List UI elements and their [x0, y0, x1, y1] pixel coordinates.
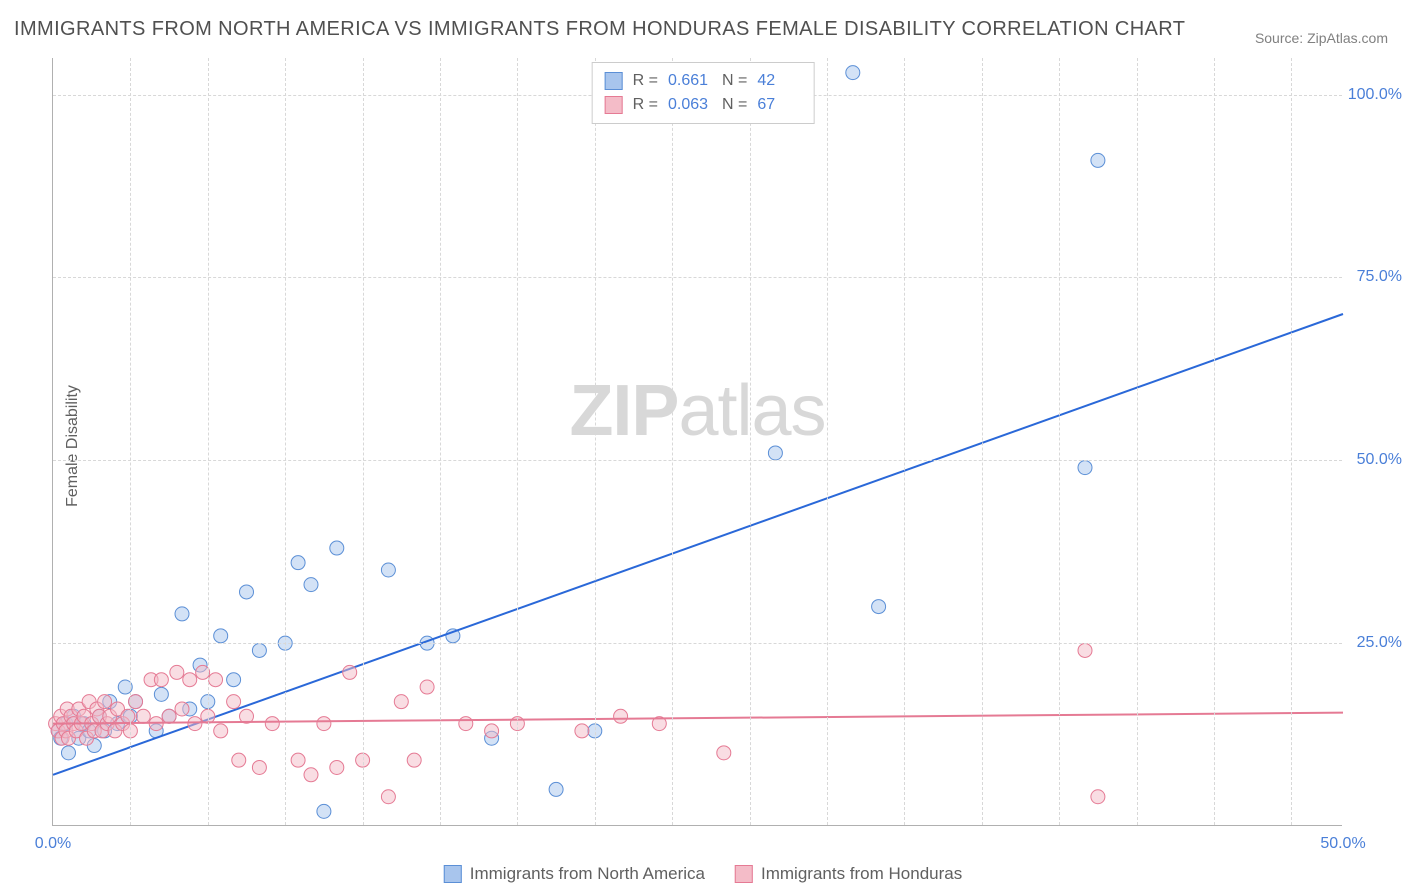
scatter-point	[170, 665, 184, 679]
regression-line	[53, 314, 1343, 775]
gridline-vertical	[827, 58, 828, 825]
scatter-point	[209, 673, 223, 687]
scatter-point	[343, 665, 357, 679]
scatter-point	[214, 629, 228, 643]
scatter-point	[183, 673, 197, 687]
scatter-point	[1078, 643, 1092, 657]
gridline-vertical	[130, 58, 131, 825]
plot-area: ZIPatlas 25.0%50.0%75.0%100.0%0.0%50.0%	[52, 58, 1342, 826]
scatter-point	[175, 702, 189, 716]
legend-swatch	[735, 865, 753, 883]
gridline-vertical	[595, 58, 596, 825]
scatter-point	[98, 695, 112, 709]
gridline-vertical	[982, 58, 983, 825]
gridline-horizontal	[53, 277, 1342, 278]
x-tick-label: 50.0%	[1320, 835, 1365, 853]
scatter-point	[214, 724, 228, 738]
scatter-point	[459, 717, 473, 731]
scatter-point	[317, 717, 331, 731]
scatter-point	[188, 717, 202, 731]
n-label: N =	[722, 96, 747, 114]
legend-swatch	[605, 96, 623, 114]
gridline-vertical	[1059, 58, 1060, 825]
chart-title: IMMIGRANTS FROM NORTH AMERICA VS IMMIGRA…	[14, 18, 1185, 41]
scatter-point	[252, 760, 266, 774]
r-label: R =	[633, 96, 658, 114]
scatter-point	[252, 643, 266, 657]
scatter-point	[304, 578, 318, 592]
scatter-point	[121, 709, 135, 723]
scatter-point	[420, 680, 434, 694]
scatter-point	[291, 556, 305, 570]
scatter-point	[846, 66, 860, 80]
scatter-point	[768, 446, 782, 460]
scatter-point	[291, 753, 305, 767]
scatter-point	[61, 746, 75, 760]
legend-swatch	[444, 865, 462, 883]
gridline-vertical	[208, 58, 209, 825]
gridline-vertical	[517, 58, 518, 825]
gridline-vertical	[440, 58, 441, 825]
scatter-point	[265, 717, 279, 731]
scatter-point	[1091, 153, 1105, 167]
r-value: 0.063	[668, 96, 712, 114]
scatter-point	[330, 541, 344, 555]
scatter-point	[614, 709, 628, 723]
scatter-point	[154, 673, 168, 687]
scatter-point	[304, 768, 318, 782]
legend-item: Immigrants from Honduras	[735, 864, 962, 884]
gridline-vertical	[285, 58, 286, 825]
scatter-point	[227, 695, 241, 709]
correlation-stats-legend: R = 0.661 N = 42 R = 0.063 N = 67	[592, 62, 815, 124]
y-tick-label: 75.0%	[1357, 268, 1402, 286]
y-tick-label: 25.0%	[1357, 634, 1402, 652]
source-attribution: Source: ZipAtlas.com	[1255, 30, 1388, 46]
legend-stat-row: R = 0.063 N = 67	[605, 93, 802, 117]
legend-stat-row: R = 0.661 N = 42	[605, 69, 802, 93]
legend-item: Immigrants from North America	[444, 864, 705, 884]
scatter-point	[136, 709, 150, 723]
r-label: R =	[633, 72, 658, 90]
scatter-point	[872, 600, 886, 614]
scatter-point	[1091, 790, 1105, 804]
scatter-point	[1078, 461, 1092, 475]
scatter-point	[717, 746, 731, 760]
scatter-point	[317, 804, 331, 818]
x-tick-label: 0.0%	[35, 835, 71, 853]
scatter-point	[227, 673, 241, 687]
legend-swatch	[605, 72, 623, 90]
scatter-point	[240, 585, 254, 599]
scatter-point	[381, 790, 395, 804]
n-value: 67	[757, 96, 801, 114]
scatter-point	[407, 753, 421, 767]
gridline-vertical	[750, 58, 751, 825]
legend-series-name: Immigrants from North America	[470, 864, 705, 884]
y-tick-label: 100.0%	[1348, 86, 1402, 104]
y-tick-label: 50.0%	[1357, 451, 1402, 469]
scatter-point	[485, 724, 499, 738]
gridline-vertical	[1214, 58, 1215, 825]
n-label: N =	[722, 72, 747, 90]
gridline-horizontal	[53, 460, 1342, 461]
n-value: 42	[757, 72, 801, 90]
scatter-point	[549, 782, 563, 796]
scatter-point	[394, 695, 408, 709]
legend-series-name: Immigrants from Honduras	[761, 864, 962, 884]
r-value: 0.661	[668, 72, 712, 90]
scatter-point	[575, 724, 589, 738]
scatter-point	[154, 687, 168, 701]
gridline-horizontal	[53, 643, 1342, 644]
scatter-point	[330, 760, 344, 774]
gridline-vertical	[672, 58, 673, 825]
series-legend: Immigrants from North America Immigrants …	[444, 864, 962, 884]
scatter-point	[232, 753, 246, 767]
scatter-point	[162, 709, 176, 723]
gridline-vertical	[1137, 58, 1138, 825]
chart-svg	[53, 58, 1342, 825]
gridline-vertical	[904, 58, 905, 825]
gridline-vertical	[363, 58, 364, 825]
scatter-point	[381, 563, 395, 577]
scatter-point	[175, 607, 189, 621]
gridline-vertical	[1291, 58, 1292, 825]
